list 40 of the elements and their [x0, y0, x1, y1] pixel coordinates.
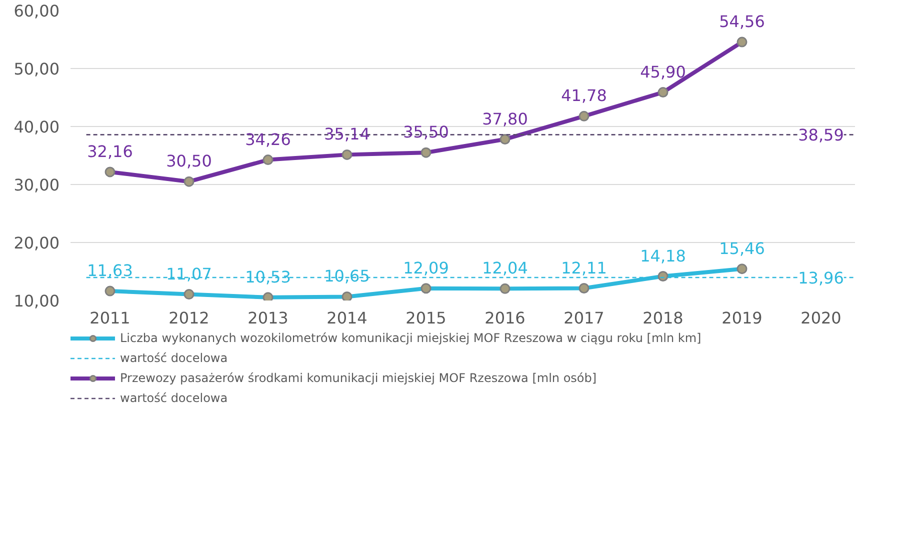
x-tick-label: 2012: [168, 308, 210, 328]
data-label: 10,53: [245, 267, 291, 286]
legend-label: wartość docelowa: [120, 351, 228, 365]
legend-label: Przewozy pasażerów środkami komunikacji miejskiej MOF Rzeszowa [mln osób]: [120, 371, 597, 385]
x-tick-label: 2013: [248, 308, 288, 328]
data-label: 45,90: [640, 62, 686, 82]
x-tick-label: 2020: [800, 308, 842, 328]
x-tick-label: 2018: [642, 308, 684, 328]
legend-label: Liczba wykonanych wozokilometrów komunikacji miejskiej MOF Rzeszowa w ciągu roku [mln km]: [120, 331, 702, 345]
data-label: 30,50: [166, 152, 212, 171]
data-label: 11,63: [87, 261, 133, 280]
data-label: 35,14: [324, 124, 370, 144]
y-tick-label: 20,00: [14, 234, 60, 252]
data-label: 37,80: [482, 109, 528, 128]
data-label: 41,78: [561, 86, 607, 106]
x-tick-label: 2019: [722, 308, 762, 328]
data-label: 54,56: [719, 12, 765, 32]
data-label: 32,16: [87, 142, 133, 161]
x-tick-label: 2014: [326, 308, 368, 328]
legend-label: wartość docelowa: [120, 391, 228, 405]
data-label: 12,04: [482, 258, 528, 278]
x-tick-label: 2011: [90, 308, 130, 328]
x-tick-label: 2017: [564, 308, 604, 328]
y-tick-label: 60,00: [14, 2, 60, 20]
y-tick-label: 40,00: [14, 118, 60, 136]
y-tick-label: 30,00: [14, 176, 60, 194]
data-label: 14,18: [640, 246, 686, 266]
data-label: 12,09: [403, 258, 449, 278]
y-tick-label: 50,00: [14, 60, 60, 78]
data-label: 10,65: [324, 266, 370, 286]
data-label: 35,50: [403, 122, 449, 142]
annotation: 38,59: [798, 126, 844, 145]
x-tick-label: 2015: [406, 308, 446, 328]
data-label: 12,11: [561, 258, 607, 278]
data-label: 11,07: [166, 264, 212, 284]
annotation: 13,96: [798, 268, 844, 288]
x-tick-label: 2016: [484, 308, 526, 328]
y-tick-label: 10,00: [14, 292, 60, 310]
data-label: 15,46: [719, 238, 765, 258]
data-label: 34,26: [245, 130, 291, 149]
